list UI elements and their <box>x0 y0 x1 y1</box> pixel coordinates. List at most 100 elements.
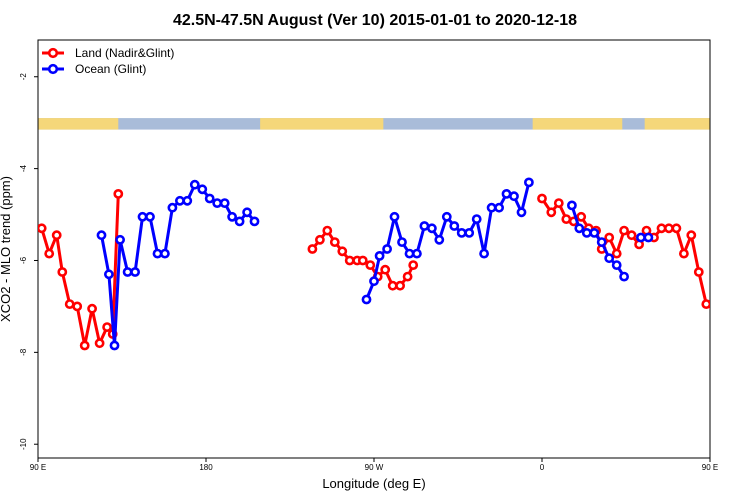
ocean-data-point <box>604 253 615 264</box>
x-tick-label: 180 <box>199 463 213 472</box>
land-band <box>260 118 384 130</box>
land-data-point <box>619 225 629 236</box>
land-data-point <box>611 248 622 259</box>
land-data-point <box>337 246 348 257</box>
ocean-data-point <box>397 237 407 247</box>
x-tick-label: 90 W <box>365 463 384 472</box>
land-band <box>644 118 710 130</box>
ocean-data-point <box>742 271 749 278</box>
land-data-point <box>664 223 674 234</box>
ocean-data-point <box>734 232 741 239</box>
land-data-point <box>537 193 547 204</box>
ocean-data-point <box>456 227 467 238</box>
land-data-point <box>718 342 725 349</box>
ocean-data-point <box>197 184 208 195</box>
ocean-series-line <box>738 217 750 346</box>
chart-title: 42.5N-47.5N August (Ver 10) 2015-01-01 t… <box>173 12 577 29</box>
land-data-point <box>102 322 112 332</box>
land-data-point <box>671 223 682 234</box>
ocean-data-point <box>361 294 372 305</box>
ocean-data-point <box>434 234 445 245</box>
ocean-data-point <box>441 211 452 222</box>
land-data-point <box>380 264 391 275</box>
land-data-point <box>604 232 615 243</box>
ocean-data-point <box>643 232 654 243</box>
ocean-data-point <box>619 271 629 282</box>
ocean-data-point <box>464 227 475 238</box>
ocean-data-point <box>212 198 223 208</box>
land-data-point <box>693 267 704 277</box>
land-data-point <box>329 237 340 247</box>
ocean-data-point <box>581 227 592 238</box>
ocean-data-point <box>494 202 504 213</box>
x-axis-label: Longitude (deg E) <box>322 476 425 491</box>
y-tick-label: -10 <box>19 438 28 450</box>
legend-label-ocean: Ocean (Glint) <box>75 62 146 76</box>
land-data-point <box>322 225 333 236</box>
land-data-point <box>408 260 419 270</box>
ocean-data-point <box>426 223 437 234</box>
land-data-point <box>344 255 355 266</box>
ocean-data-point <box>389 211 400 222</box>
y-tick-label: -8 <box>19 348 28 356</box>
ocean-data-point <box>589 227 600 238</box>
ocean-data-point <box>449 221 460 231</box>
legend: Land (Nadir&Glint) Ocean (Glint) <box>42 46 174 76</box>
ocean-data-point <box>137 211 148 222</box>
y-tick-label: -2 <box>19 73 28 81</box>
y-tick-label: -4 <box>19 165 28 173</box>
land-data-point <box>725 305 732 312</box>
x-tick-label: 90 E <box>30 463 46 472</box>
ocean-data-point <box>227 211 237 222</box>
land-data-point <box>708 303 710 310</box>
series-layer <box>38 177 750 351</box>
land-data-point <box>553 198 564 208</box>
land-data-point <box>64 299 75 309</box>
land-data-point <box>87 303 97 314</box>
land-data-point <box>546 207 557 218</box>
ocean-data-point <box>596 237 607 247</box>
ocean-data-point <box>382 244 392 254</box>
ocean-data-point <box>611 260 622 270</box>
y-tick-label: -6 <box>19 256 28 264</box>
ocean-data-point <box>122 267 133 277</box>
land-data-point <box>686 230 697 241</box>
ocean-data-point <box>501 188 512 199</box>
ocean-data-point <box>419 221 430 231</box>
legend-label-land: Land (Nadir&Glint) <box>75 46 174 60</box>
ocean-data-point <box>145 211 155 222</box>
land-data-point <box>733 340 740 347</box>
ocean-data-point <box>516 207 527 218</box>
land-band <box>532 118 623 130</box>
land-band <box>38 118 119 130</box>
ocean-data-point <box>115 234 125 245</box>
land-data-point <box>740 324 747 331</box>
land-data-point <box>44 248 55 259</box>
land-data-point <box>365 260 376 270</box>
ocean-data-point <box>567 200 577 211</box>
ocean-data-point <box>509 191 519 202</box>
land-data-point <box>72 301 83 312</box>
ocean-data-point <box>574 223 585 234</box>
ocean-data-point <box>104 269 114 280</box>
ocean-data-point <box>242 207 252 218</box>
x-axis: 90 E 180 90 W 0 90 E <box>30 458 718 472</box>
ocean-data-point <box>374 250 385 261</box>
ocean-data-point <box>130 267 140 277</box>
land-data-point <box>626 230 637 241</box>
ocean-series-line <box>100 183 256 347</box>
y-axis-label: XCO2 - MLO trend (ppm) <box>0 176 13 322</box>
ocean-data-point <box>204 193 215 204</box>
ocean-data-point <box>182 195 193 206</box>
ocean-data-point <box>486 202 497 213</box>
y-axis: -2 -4 -6 -8 -10 <box>19 73 38 450</box>
land-data-point <box>402 271 413 282</box>
ocean-data-point <box>189 179 200 190</box>
ocean-data-point <box>249 216 260 227</box>
ocean-data-point <box>369 276 379 287</box>
ocean-data-point <box>167 202 178 213</box>
ocean-data-point <box>159 248 170 259</box>
ocean-data-point <box>636 232 646 243</box>
land-data-point <box>679 248 689 259</box>
